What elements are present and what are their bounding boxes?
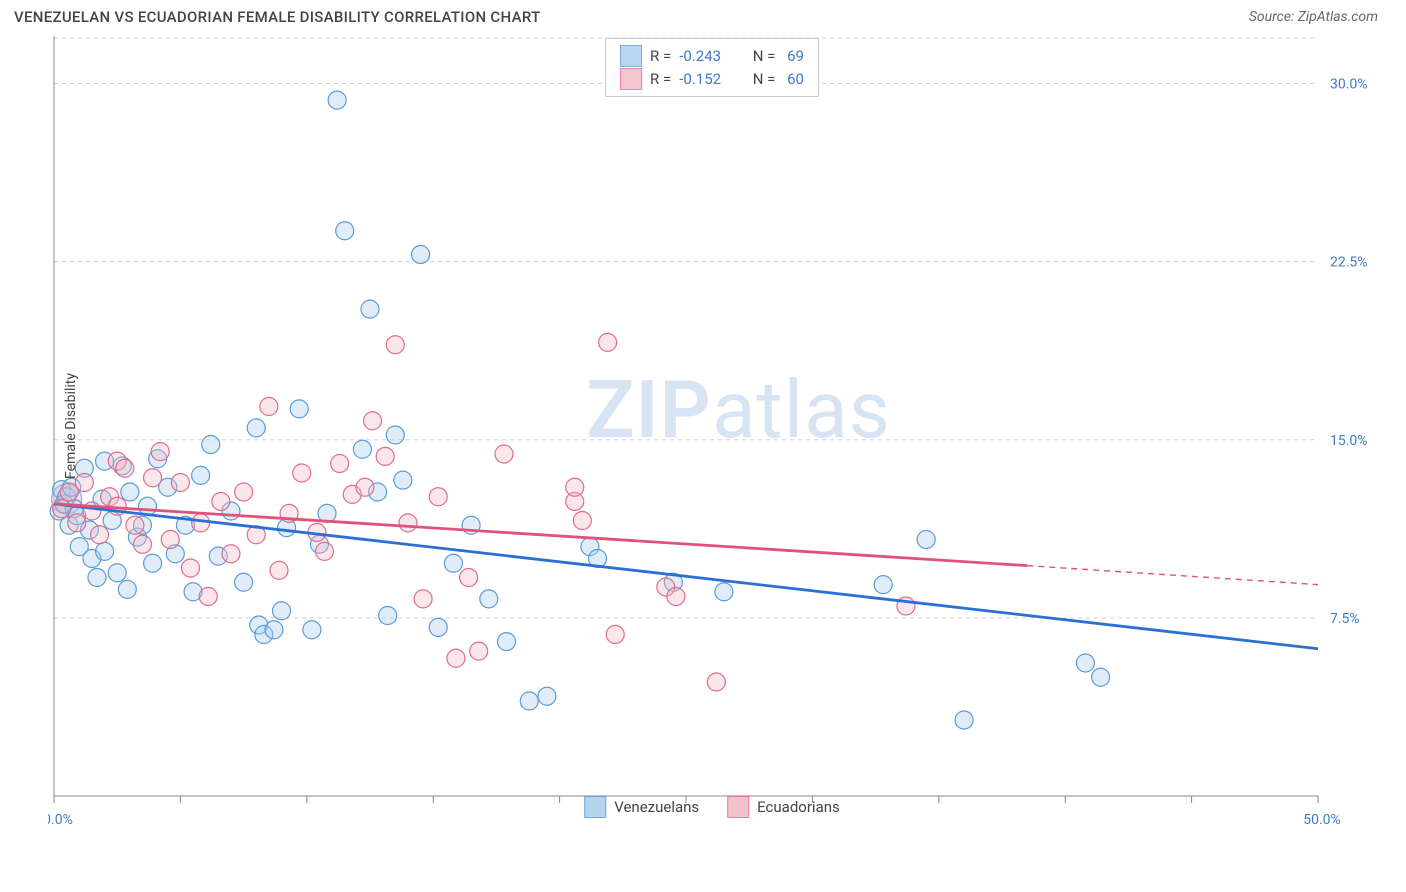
legend-swatch-ecuadorians: [727, 796, 749, 818]
legend-item-venezuelans: Venezuelans: [584, 796, 699, 818]
source-attribution: Source: ZipAtlas.com: [1249, 9, 1378, 25]
legend-label-ecuadorians: Ecuadorians: [757, 798, 840, 816]
legend-label-venezuelans: Venezuelans: [614, 798, 699, 816]
swatch-ecuadorians: [620, 68, 642, 90]
svg-text:50.0%: 50.0%: [1303, 812, 1341, 826]
scatter-chart: 7.5% 15.0% 22.5% 30.0% 0.0% 50.0%: [48, 36, 1376, 826]
stats-legend: R = -0.243 N = 69 R = -0.152 N = 60: [605, 38, 819, 97]
source-name: ZipAtlas.com: [1298, 9, 1378, 25]
stat-row-venezuelans: R = -0.243 N = 69: [620, 45, 804, 68]
legend-swatch-venezuelans: [584, 796, 606, 818]
n-value-ecuadorians: 60: [783, 68, 804, 91]
svg-text:0.0%: 0.0%: [48, 812, 73, 826]
n-value-venezuelans: 69: [783, 45, 804, 68]
stat-row-ecuadorians: R = -0.152 N = 60: [620, 68, 804, 91]
swatch-venezuelans: [620, 45, 642, 67]
r-label: R =: [650, 68, 671, 91]
source-label: Source:: [1249, 9, 1294, 25]
svg-text:22.5%: 22.5%: [1330, 255, 1368, 271]
r-value-ecuadorians: -0.152: [679, 68, 737, 91]
n-label: N =: [745, 45, 775, 68]
svg-text:15.0%: 15.0%: [1330, 433, 1368, 449]
series-legend: Venezuelans Ecuadorians: [584, 796, 840, 818]
svg-text:30.0%: 30.0%: [1330, 77, 1368, 93]
r-value-venezuelans: -0.243: [679, 45, 737, 68]
y-axis-label: Female Disability: [63, 373, 79, 479]
chart-title: VENEZUELAN VS ECUADORIAN FEMALE DISABILI…: [14, 8, 541, 26]
r-label: R =: [650, 45, 671, 68]
legend-item-ecuadorians: Ecuadorians: [727, 796, 840, 818]
chart-container: Female Disability 7.5%15.0%22.5%30.0%0.0…: [48, 36, 1376, 816]
n-label: N =: [745, 68, 775, 91]
svg-text:7.5%: 7.5%: [1330, 611, 1360, 627]
